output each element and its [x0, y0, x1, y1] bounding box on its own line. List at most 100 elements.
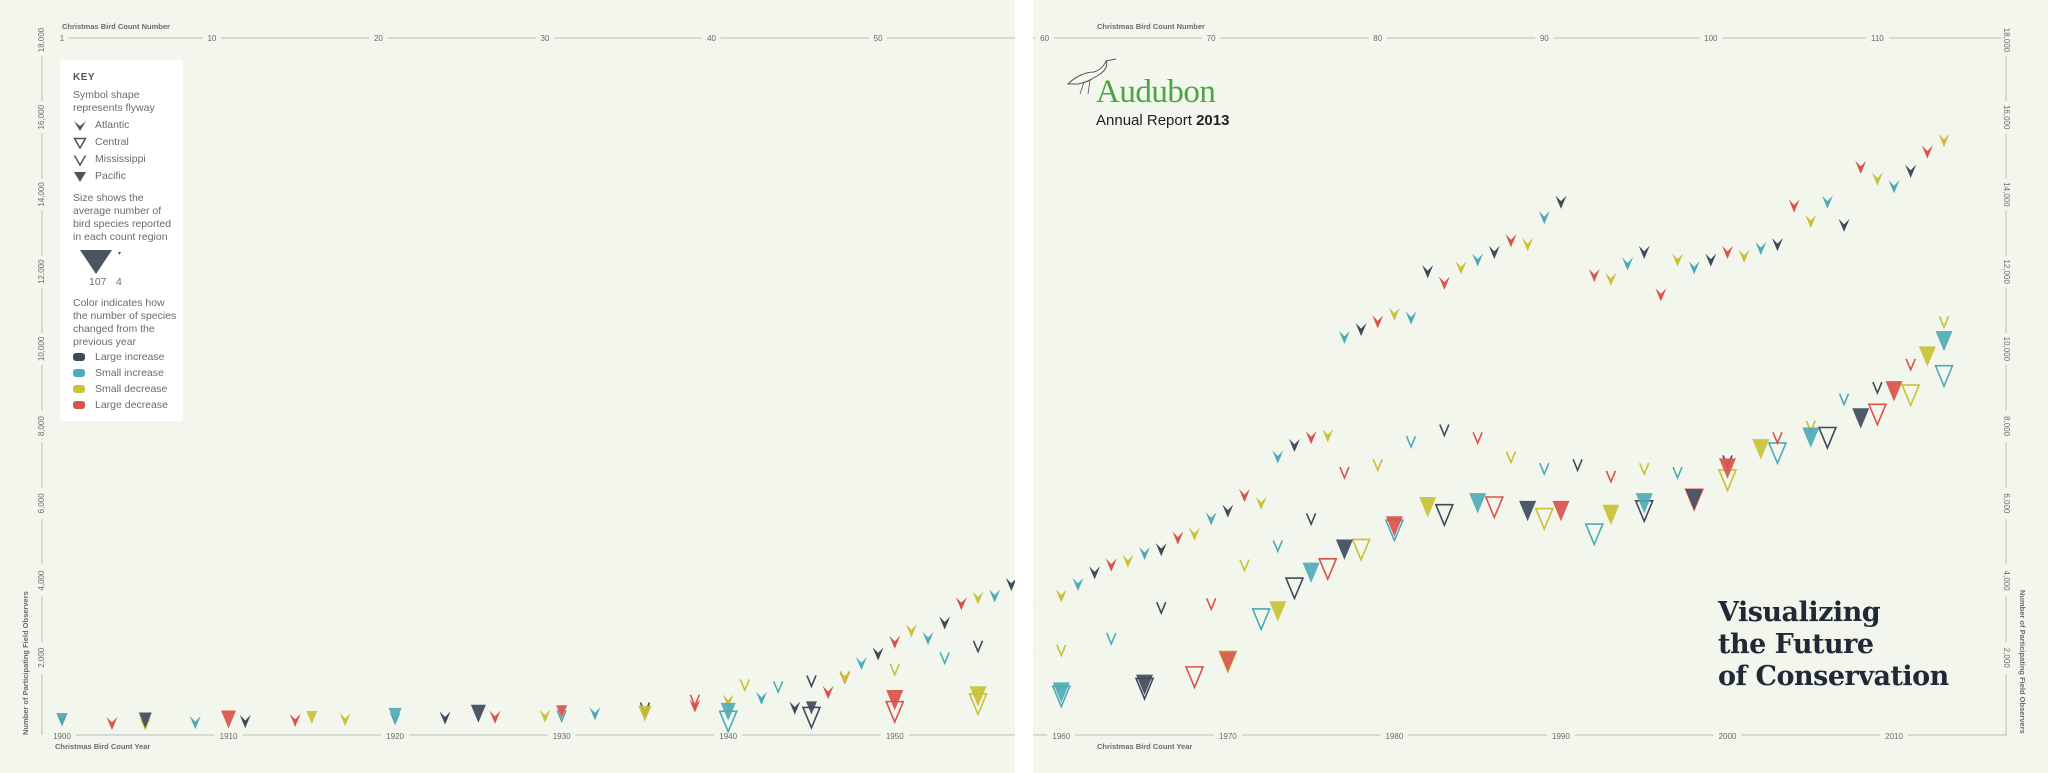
pacific-marker	[1519, 500, 1537, 522]
atlantic-marker	[1155, 543, 1167, 557]
atlantic-marker	[1488, 245, 1500, 259]
pacific-marker	[969, 686, 987, 707]
pacific-marker	[1552, 500, 1570, 522]
y-tick-bg	[37, 641, 47, 674]
y-tick-label: 12,000	[37, 259, 46, 284]
top-tick-label: 40	[707, 34, 716, 43]
mississippi-marker	[772, 681, 784, 695]
top-tick-bg	[1535, 33, 1554, 43]
atlantic-marker	[922, 631, 934, 646]
mississippi-marker	[806, 675, 817, 689]
report-year: 2013	[1196, 112, 1230, 129]
atlantic-marker	[722, 694, 734, 708]
top-tick-label: 50	[874, 34, 883, 43]
top-tick-label: 90	[1540, 34, 1549, 43]
size-large-label: 107	[89, 276, 107, 288]
pacific-marker	[1602, 504, 1620, 526]
atlantic-marker	[239, 714, 251, 729]
key-color-large-decrease: Large decrease	[73, 399, 181, 413]
pacific-marker	[1419, 496, 1437, 518]
y-tick-label: 14,000	[37, 182, 46, 207]
year-tick-label: 1910	[220, 732, 238, 741]
key-color-large-increase: Large increase	[73, 351, 181, 365]
pacific-marker	[556, 705, 568, 719]
y-tick-label: 2,000	[37, 647, 46, 668]
pacific-marker	[1635, 493, 1653, 514]
atlantic-marker	[1788, 199, 1800, 213]
top-tick-bg	[702, 33, 721, 43]
swatch	[73, 401, 85, 409]
y-tick-label: 6,000	[37, 493, 46, 514]
y-tick-bg	[37, 255, 47, 288]
key-shape-text: Symbol shape represents flyway	[73, 89, 155, 114]
atlantic-marker	[1338, 330, 1350, 344]
mississippi-marker	[1305, 513, 1317, 527]
central-marker	[1318, 557, 1338, 582]
atlantic-marker	[1755, 241, 1767, 256]
atlantic-marker	[1189, 527, 1201, 541]
top-tick-label: 10	[207, 34, 216, 43]
y-tick-bg	[37, 24, 47, 56]
top-tick-label: 70	[1207, 34, 1216, 43]
atlantic-marker	[689, 699, 701, 713]
chart-key: KEY Symbol shape represents flyway Atlan…	[60, 60, 183, 421]
year-tick-label: 1960	[1052, 732, 1070, 741]
pacific-marker	[1802, 427, 1820, 448]
year-tick-label: 1940	[719, 732, 737, 741]
year-tick-bg	[714, 730, 743, 740]
year-tick-bg	[880, 730, 909, 740]
pacific-marker	[1302, 562, 1320, 584]
year-tick-label: 1950	[886, 732, 904, 741]
atlantic-marker	[1472, 253, 1484, 267]
mississippi-marker	[1905, 358, 1916, 372]
mississippi-symbol-icon	[73, 155, 87, 166]
year-tick-label: 1900	[53, 732, 71, 741]
atlantic-marker	[1522, 238, 1534, 252]
top-axis-title: Christmas Bird Count Number	[62, 22, 170, 31]
pacific-marker	[886, 690, 904, 711]
y-tick-bg	[2001, 255, 2011, 288]
central-marker	[1934, 364, 1954, 389]
atlantic-marker	[1005, 577, 1017, 592]
atlantic-marker	[889, 635, 901, 649]
key-flyway-mississippi: Mississippi	[73, 153, 181, 167]
atlantic-marker	[1172, 531, 1184, 545]
atlantic-marker	[1905, 164, 1917, 178]
pacific-marker	[1335, 539, 1353, 560]
atlantic-marker	[106, 716, 118, 731]
pacific-marker	[306, 711, 318, 725]
central-marker	[1434, 503, 1455, 528]
mississippi-marker	[1539, 462, 1550, 477]
central-marker	[1767, 442, 1788, 466]
pacific-marker	[1918, 346, 1936, 367]
atlantic-marker	[1305, 431, 1317, 445]
year-tick-label: 1980	[1385, 732, 1403, 741]
pacific-marker	[388, 707, 402, 724]
atlantic-marker	[1821, 195, 1833, 209]
pacific-marker	[1052, 682, 1070, 703]
atlantic-marker	[1288, 438, 1300, 453]
key-color-small-decrease: Small decrease	[73, 383, 181, 397]
pacific-marker	[138, 712, 152, 729]
pacific-symbol-icon	[74, 172, 86, 182]
right-axis-title: Number of Participating Field Observers	[2018, 590, 2027, 734]
y-tick-bg	[37, 564, 47, 597]
y-tick-label: 6,000	[2002, 493, 2011, 514]
mississippi-marker	[1872, 381, 1883, 395]
y-tick-bg	[2001, 332, 2011, 365]
y-tick-bg	[2001, 487, 2011, 520]
report-text: Annual Report	[1096, 112, 1192, 129]
pacific-marker	[720, 702, 736, 721]
atlantic-marker	[1938, 133, 1950, 147]
atlantic-marker	[1089, 566, 1101, 580]
atlantic-marker	[1122, 554, 1134, 568]
key-flyway-atlantic: Atlantic	[73, 119, 181, 133]
year-tick-bg	[1380, 730, 1409, 740]
atlantic-marker	[1921, 145, 1933, 159]
atlantic-marker	[822, 685, 834, 700]
atlantic-marker	[1771, 238, 1783, 252]
mississippi-marker	[1272, 540, 1284, 554]
central-symbol-icon	[73, 137, 87, 149]
top-tick-bg	[1368, 33, 1387, 43]
mississippi-marker	[972, 640, 984, 654]
